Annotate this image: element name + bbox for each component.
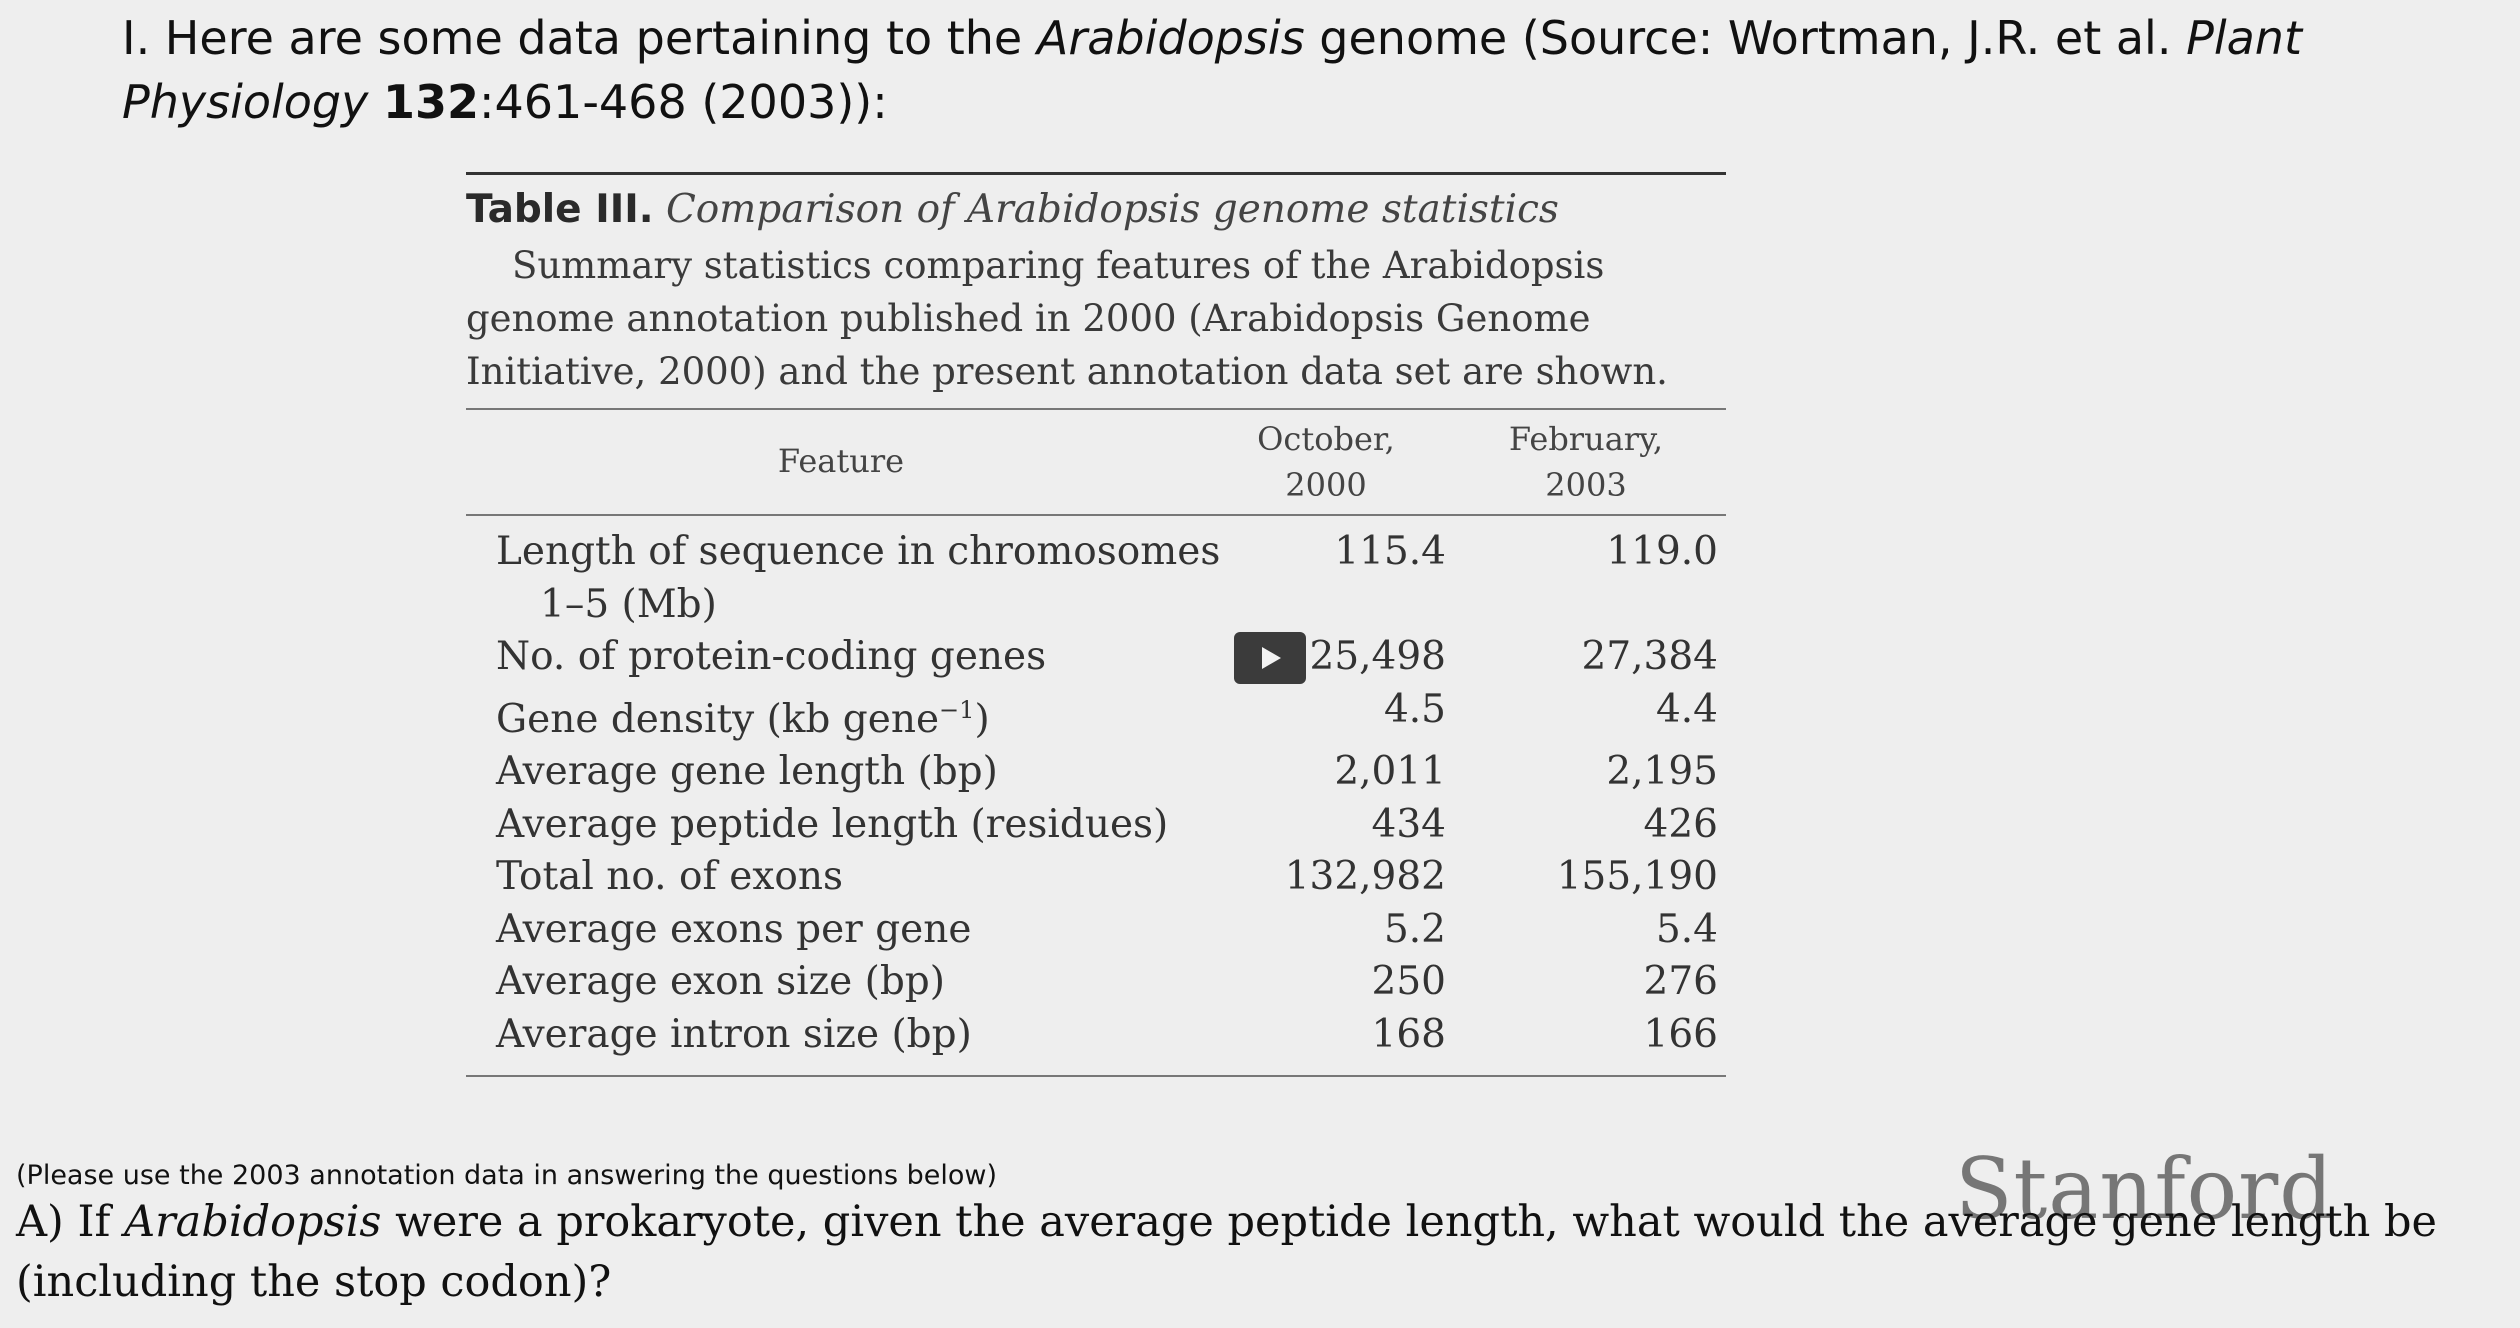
- row-feature-text: Gene density (kb gene: [496, 696, 940, 742]
- row-feb-2003: 155,190: [1556, 854, 1718, 899]
- intro-text: I. Here are some data pertaining to the …: [122, 6, 2422, 134]
- header-oct-line2: 2000: [1285, 466, 1367, 504]
- question-text: were a prokaryote, given the average pep…: [16, 1197, 2437, 1307]
- table-summary: Summary statistics comparing features of…: [466, 244, 1668, 393]
- row-oct-2000: 115.4: [1334, 529, 1446, 574]
- row-oct-2000: 434: [1371, 801, 1446, 847]
- question-a: A) If Arabidopsis were a prokaryote, giv…: [16, 1192, 2506, 1312]
- row-feb-2003: 4.4: [1655, 686, 1718, 732]
- table-header: Feature October, 2000 February, 2003: [466, 410, 1726, 514]
- play-button[interactable]: [1234, 632, 1306, 684]
- table-label: Table III.: [466, 187, 654, 232]
- table-row: Average exons per gene 5.2 5.4: [466, 904, 1726, 957]
- header-top-rule: [466, 408, 1726, 410]
- header-feb-2003: February, 2003: [1466, 416, 1706, 508]
- header-bottom-rule: [466, 514, 1726, 516]
- row-feature: Average exon size (bp): [496, 959, 945, 1004]
- intro-prefix: I. Here are some data pertaining to the: [122, 11, 1037, 65]
- row-feb-2003: 119.0: [1606, 529, 1718, 574]
- row-feb-2003: 426: [1643, 801, 1718, 847]
- table-row: Average intron size (bp) 168 166: [466, 1009, 1726, 1062]
- row-feature: Average peptide length (residues): [496, 801, 1169, 847]
- row-feature-cont: 1–5 (Mb): [540, 581, 717, 627]
- table-top-rule: [466, 172, 1726, 175]
- row-feature-end: ): [974, 696, 990, 742]
- row-oct-2000: 5.2: [1383, 906, 1446, 952]
- table-row: Length of sequence in chromosomes 1–5 (M…: [466, 526, 1726, 631]
- stanford-watermark: Stanford: [1955, 1140, 2335, 1238]
- header-oct-line1: October,: [1257, 420, 1395, 458]
- table-body: Length of sequence in chromosomes 1–5 (M…: [466, 516, 1726, 1075]
- row-oct-2000: 132,982: [1284, 854, 1446, 899]
- row-feb-2003: 276: [1643, 959, 1718, 1004]
- header-feb-line2: 2003: [1545, 466, 1627, 504]
- row-feature-text: Length of sequence in chromosomes: [496, 529, 1221, 574]
- row-feature: Gene density (kb gene−1): [466, 684, 1236, 747]
- instruction-note: (Please use the 2003 annotation data in …: [16, 1160, 998, 1191]
- row-oct-2000: 25,498: [1309, 634, 1446, 679]
- row-feature: Length of sequence in chromosomes 1–5 (M…: [466, 526, 1236, 631]
- table-bottom-rule: [466, 1075, 1726, 1077]
- row-feature-sup: −1: [939, 695, 975, 724]
- header-oct-2000: October, 2000: [1226, 416, 1426, 508]
- header-feature: Feature: [777, 442, 905, 480]
- genome-table: Table III. Comparison of Arabidopsis gen…: [466, 172, 1726, 1077]
- intro-space: [368, 75, 383, 129]
- question-prefix: A) If: [16, 1197, 125, 1247]
- intro-journal: Plant Physiology: [122, 11, 2302, 129]
- table-caption: Table III. Comparison of Arabidopsis gen…: [466, 175, 1726, 239]
- row-feature: Average gene length (bp): [496, 749, 998, 794]
- intro-pages: :461-468 (2003)):: [479, 75, 888, 129]
- row-oct-2000: 2,011: [1334, 749, 1446, 794]
- row-oct-2000: 250: [1371, 959, 1446, 1004]
- table-row: No. of protein-coding genes 25,498 27,38…: [466, 631, 1726, 684]
- row-oct-2000: 4.5: [1383, 686, 1446, 732]
- table-row: Average exon size (bp) 250 276: [466, 956, 1726, 1009]
- intro-middle: genome (Source: Wortman, J.R. et al.: [1304, 11, 2187, 65]
- row-feature: Average exons per gene: [496, 906, 972, 952]
- row-feature: No. of protein-coding genes: [496, 634, 1047, 679]
- row-feature: Average intron size (bp): [496, 1011, 972, 1057]
- table-row: Gene density (kb gene−1) 4.5 4.4: [466, 684, 1726, 747]
- row-feb-2003: 2,195: [1606, 749, 1718, 794]
- row-feature: Total no. of exons: [496, 854, 843, 899]
- row-feb-2003: 166: [1643, 1011, 1718, 1057]
- table-row: Average peptide length (residues) 434 42…: [466, 799, 1726, 852]
- row-feb-2003: 27,384: [1581, 634, 1718, 679]
- table-row: Average gene length (bp) 2,011 2,195: [466, 746, 1726, 799]
- question-organism: Arabidopsis: [124, 1197, 382, 1247]
- row-feb-2003: 5.4: [1655, 906, 1718, 952]
- table-title: Comparison of Arabidopsis genome statist…: [665, 187, 1559, 232]
- row-oct-2000: 168: [1371, 1011, 1446, 1057]
- intro-volume: 132: [382, 75, 480, 129]
- play-icon: [1262, 647, 1281, 669]
- header-feb-line1: February,: [1508, 420, 1664, 458]
- intro-organism: Arabidopsis: [1036, 11, 1305, 65]
- table-row: Total no. of exons 132,982 155,190: [466, 851, 1726, 904]
